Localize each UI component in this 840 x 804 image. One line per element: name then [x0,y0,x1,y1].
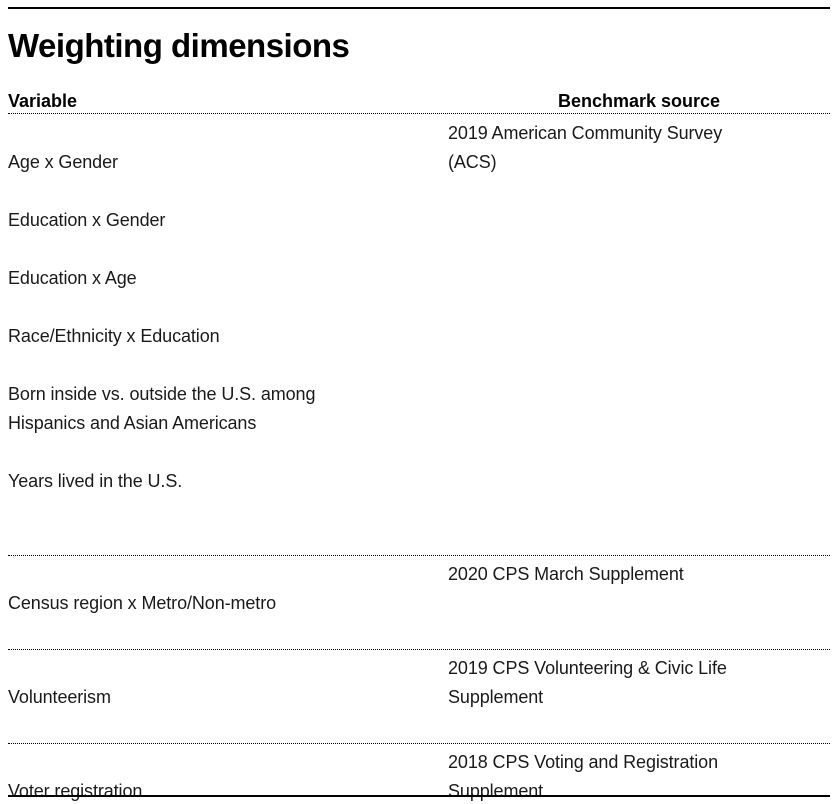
variable-cell: Age x Gender Education x Gender Educatio… [8,119,448,525]
page-title: Weighting dimensions [8,27,350,64]
variable-item: Race/Ethnicity x Education [8,326,220,346]
benchmark-cell: 2020 CPS March Supplement [448,564,684,584]
variable-item: Volunteerism [8,687,111,707]
variable-cell: Census region x Metro/Non-metro [8,560,448,647]
top-rule [8,7,830,9]
column-header-benchmark: Benchmark source [557,91,721,111]
variable-cell: Volunteerism [8,654,448,741]
benchmark-cell: 2019 American Community Survey (ACS) [448,123,723,172]
table-row: Volunteerism 2019 CPS Volunteering & Civ… [8,650,830,744]
variable-item: Years lived in the U.S. [8,471,183,491]
benchmark-cell: 2019 CPS Volunteering & Civic Life Suppl… [448,658,727,707]
table-row: Age x Gender Education x Gender Educatio… [8,114,830,556]
variable-item: Born inside vs. outside the U.S. among H… [8,384,316,433]
table-row: Census region x Metro/Non-metro 2020 CPS… [8,556,830,650]
weighting-dimensions-table: Variable Benchmark source Age x Gender E… [8,92,830,804]
variable-item: Voter registration [8,781,143,801]
variable-item: Education x Gender [8,210,166,230]
variable-item: Education x Age [8,268,137,288]
variable-item: Census region x Metro/Non-metro [8,593,277,613]
bottom-rule [8,795,830,797]
column-header-variable: Variable [8,91,78,111]
variable-item: Age x Gender [8,152,118,172]
table-header-row: Variable Benchmark source [8,92,830,114]
